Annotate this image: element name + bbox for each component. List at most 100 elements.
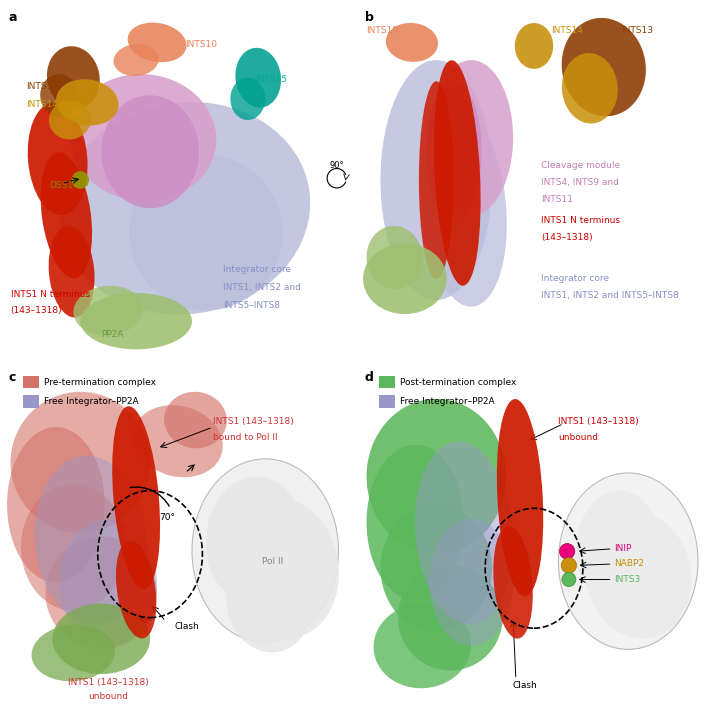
FancyBboxPatch shape (23, 376, 39, 388)
Text: NABP2: NABP2 (614, 559, 644, 569)
Ellipse shape (206, 477, 304, 603)
Ellipse shape (7, 427, 105, 582)
Ellipse shape (46, 536, 157, 649)
Text: d: d (365, 372, 374, 384)
Text: a: a (9, 12, 17, 24)
Text: DSS1: DSS1 (49, 181, 73, 190)
Text: INTS1, INTS2 and: INTS1, INTS2 and (224, 283, 301, 292)
Ellipse shape (192, 459, 338, 642)
Ellipse shape (164, 392, 227, 449)
Ellipse shape (70, 74, 216, 202)
Ellipse shape (422, 109, 507, 307)
Text: 90°: 90° (330, 161, 344, 171)
Ellipse shape (415, 441, 513, 624)
Text: (143–1318): (143–1318) (541, 233, 592, 242)
Text: INTS5–INTS8: INTS5–INTS8 (224, 301, 281, 310)
Ellipse shape (113, 44, 159, 76)
Text: INTS4, INTS9 and: INTS4, INTS9 and (541, 179, 619, 187)
Text: INIP: INIP (614, 544, 632, 553)
FancyBboxPatch shape (379, 376, 395, 388)
Ellipse shape (493, 526, 533, 639)
Text: INTS14: INTS14 (551, 25, 583, 35)
Ellipse shape (374, 603, 471, 688)
Ellipse shape (47, 46, 100, 109)
Text: INTS10: INTS10 (367, 25, 399, 35)
Text: INTS1 N terminus: INTS1 N terminus (541, 216, 620, 225)
Text: (143–1318): (143–1318) (11, 306, 62, 315)
Text: INTS1 N terminus: INTS1 N terminus (11, 290, 90, 300)
Text: INTS1, INTS2 and INTS5–INTS8: INTS1, INTS2 and INTS5–INTS8 (541, 291, 679, 300)
Ellipse shape (127, 22, 187, 62)
Ellipse shape (41, 153, 92, 278)
Ellipse shape (231, 78, 266, 120)
Text: INTS1 (143–1318): INTS1 (143–1318) (558, 418, 639, 426)
Ellipse shape (434, 60, 481, 286)
Circle shape (561, 558, 577, 573)
Ellipse shape (60, 102, 310, 315)
Ellipse shape (28, 102, 88, 215)
Ellipse shape (515, 23, 553, 69)
Ellipse shape (129, 156, 283, 310)
Text: Pol II: Pol II (262, 557, 283, 566)
Ellipse shape (133, 405, 223, 477)
Text: b: b (365, 12, 374, 24)
Text: unbound: unbound (558, 433, 598, 442)
Ellipse shape (56, 79, 118, 125)
Ellipse shape (497, 399, 543, 596)
Text: unbound: unbound (88, 693, 128, 701)
Ellipse shape (11, 392, 150, 533)
Text: INTS1 (143–1318): INTS1 (143–1318) (213, 418, 293, 426)
Text: INTS14: INTS14 (26, 99, 58, 109)
Ellipse shape (236, 48, 281, 107)
Ellipse shape (367, 445, 464, 600)
FancyBboxPatch shape (379, 395, 395, 408)
Ellipse shape (40, 74, 78, 117)
Ellipse shape (576, 491, 660, 603)
Text: Pre-termination complex: Pre-termination complex (43, 378, 156, 387)
Text: Integrator core: Integrator core (541, 274, 609, 283)
Text: INTS11: INTS11 (541, 195, 573, 204)
Ellipse shape (226, 498, 339, 639)
Text: Clash: Clash (174, 622, 199, 631)
Text: Integrator core: Integrator core (224, 266, 291, 274)
Ellipse shape (48, 226, 95, 318)
Text: 70°: 70° (159, 513, 175, 521)
Ellipse shape (386, 23, 438, 62)
Ellipse shape (558, 473, 698, 649)
Ellipse shape (562, 18, 646, 117)
Text: INTS13: INTS13 (26, 82, 58, 91)
Ellipse shape (367, 399, 506, 554)
Text: bound to Pol II: bound to Pol II (213, 433, 278, 442)
Text: Free Integrator–PP2A: Free Integrator–PP2A (399, 397, 494, 406)
Text: c: c (9, 372, 16, 384)
Text: Cleavage module: Cleavage module (541, 161, 620, 171)
Ellipse shape (426, 81, 481, 222)
Ellipse shape (367, 226, 422, 289)
Text: INTS10: INTS10 (185, 40, 217, 49)
Ellipse shape (73, 286, 143, 336)
Text: INTS13: INTS13 (621, 25, 653, 35)
Text: PP2A: PP2A (101, 330, 124, 339)
Ellipse shape (429, 60, 513, 215)
Ellipse shape (112, 406, 160, 589)
Text: INTS1 (143–1318): INTS1 (143–1318) (68, 678, 149, 688)
Ellipse shape (398, 564, 503, 670)
Ellipse shape (49, 101, 90, 140)
Ellipse shape (429, 519, 513, 646)
Ellipse shape (101, 95, 199, 208)
Ellipse shape (363, 243, 447, 314)
Ellipse shape (116, 541, 157, 639)
Ellipse shape (53, 603, 150, 674)
Ellipse shape (31, 624, 115, 681)
FancyBboxPatch shape (23, 395, 39, 408)
Text: Free Integrator–PP2A: Free Integrator–PP2A (43, 397, 138, 406)
Ellipse shape (80, 293, 192, 349)
Ellipse shape (562, 53, 618, 124)
Text: INTS3: INTS3 (614, 575, 641, 584)
Text: Clash: Clash (513, 681, 538, 690)
Ellipse shape (21, 484, 125, 611)
Ellipse shape (380, 60, 492, 300)
Ellipse shape (35, 456, 147, 624)
Text: INTS15: INTS15 (255, 75, 287, 84)
Ellipse shape (72, 171, 89, 189)
